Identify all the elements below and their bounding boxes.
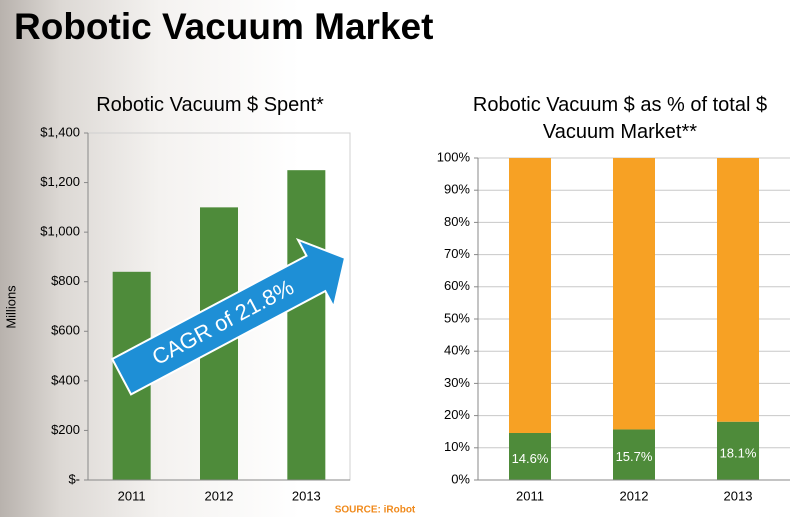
chart-title: Robotic Vacuum $ as % of total $ Vacuum … [472, 94, 768, 143]
y-tick-label: $800 [51, 273, 80, 288]
y-tick-label: 50% [444, 310, 470, 325]
bar-segment [509, 158, 551, 433]
y-tick-label: 80% [444, 214, 470, 229]
y-tick-label: $400 [51, 372, 80, 387]
y-tick-label: 90% [444, 182, 470, 197]
arrow-shape [110, 237, 347, 396]
data-label: 15.7% [616, 449, 653, 464]
slide-title: Robotic Vacuum Market [14, 6, 434, 47]
y-tick-label: 20% [444, 407, 470, 422]
bar-segment [717, 421, 759, 480]
x-tick-label: 2011 [118, 488, 146, 503]
y-tick-label: 0% [451, 471, 470, 486]
y-tick-label: $- [68, 471, 80, 486]
y-axis-label: Millions [3, 285, 18, 329]
bar-segment [509, 432, 551, 480]
chart-title: Robotic Vacuum $ Spent* [96, 94, 324, 116]
y-tick-label: $1,400 [40, 124, 80, 139]
y-tick-label: $1,000 [40, 224, 80, 239]
x-tick-label: 2012 [205, 488, 234, 503]
y-tick-label: 30% [444, 375, 470, 390]
y-tick-label: $600 [51, 323, 80, 338]
y-tick-label: $1,200 [40, 174, 80, 189]
bar-segment [613, 158, 655, 430]
y-tick-label: 10% [444, 439, 470, 454]
x-tick-label: 2012 [620, 488, 649, 503]
y-tick-label: 60% [444, 278, 470, 293]
x-tick-label: 2013 [292, 488, 321, 503]
bar-segment [717, 158, 759, 422]
data-label: 18.1% [720, 445, 757, 460]
source: SOURCE: iRobot [335, 505, 416, 516]
data-label: 14.6% [512, 451, 549, 466]
bar-segment [613, 429, 655, 480]
y-tick-label: 100% [437, 149, 471, 164]
x-tick-label: 2013 [724, 488, 753, 503]
y-tick-label: 70% [444, 246, 470, 261]
y-tick-label: 40% [444, 343, 470, 358]
y-tick-label: $200 [51, 422, 80, 437]
x-tick-label: 2011 [516, 488, 544, 503]
bar [287, 170, 326, 480]
